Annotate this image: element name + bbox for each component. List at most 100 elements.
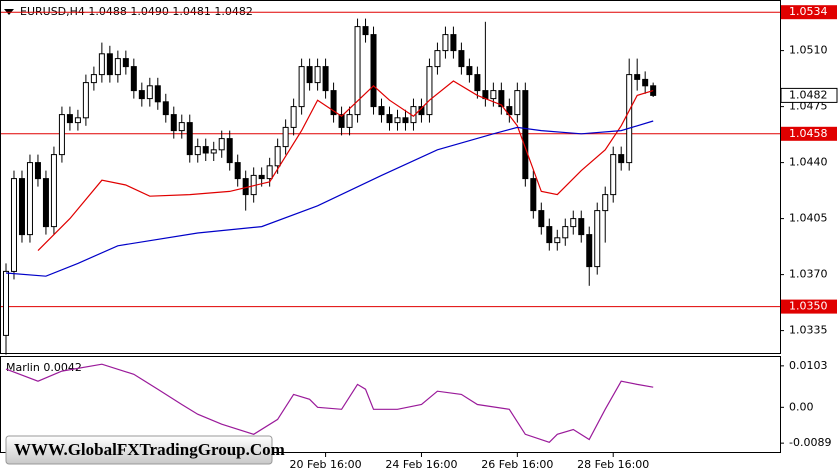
- candle-body: [186, 122, 193, 156]
- candle-body: [450, 34, 457, 52]
- candle-body: [226, 138, 233, 164]
- candle-body: [90, 74, 97, 84]
- candle-body: [314, 66, 321, 84]
- candle-body: [34, 162, 41, 180]
- candle-body: [82, 82, 89, 119]
- candle-body: [306, 66, 313, 84]
- candle-body: [26, 162, 33, 236]
- marks: 1.03351.03701.04051.04401.04751.05101.05…: [1, 5, 838, 471]
- candle-body: [370, 34, 377, 108]
- main-panel: [0, 0, 781, 354]
- current-price-tag: [780, 87, 838, 103]
- candle-body: [594, 210, 601, 268]
- candle-body: [514, 90, 521, 116]
- candle-body: [602, 194, 609, 212]
- moving-average: [37, 80, 654, 252]
- level-tag: [781, 299, 837, 314]
- candle-body: [362, 26, 369, 36]
- y-tick-label: 1.0510: [789, 44, 828, 57]
- candle-body: [138, 90, 145, 100]
- candle-body: [346, 114, 353, 128]
- candle-body: [642, 78, 649, 87]
- candle-body: [546, 226, 553, 244]
- candle-body: [210, 149, 217, 154]
- candle-body: [154, 85, 161, 103]
- candle-body: [130, 66, 137, 92]
- candle-body: [234, 162, 241, 180]
- candle-body: [122, 58, 129, 68]
- candle-body: [170, 114, 177, 132]
- candle-body: [618, 154, 625, 164]
- candle-body: [474, 74, 481, 92]
- chart-title: EURUSD,H4 1.0488 1.0490 1.0481 1.0482: [20, 5, 253, 18]
- level-label: 1.0534: [789, 5, 828, 18]
- candle-body: [298, 66, 305, 108]
- x-tick-label: 20 Feb 16:00: [289, 458, 361, 471]
- candle-body: [50, 154, 57, 228]
- current-price-label: 1.0482: [789, 88, 828, 101]
- indicator-title: Marlin 0.0042: [6, 361, 82, 374]
- indicator-line: [5, 363, 654, 443]
- candle-body: [290, 106, 297, 128]
- candle-body: [266, 165, 273, 180]
- y-tick-label: 1.0405: [789, 212, 828, 225]
- candle-body: [586, 234, 593, 268]
- candle-body: [74, 117, 81, 124]
- candle-body: [402, 117, 409, 124]
- candle-body: [354, 26, 361, 116]
- candle-body: [522, 90, 529, 180]
- candle-body: [162, 101, 169, 116]
- candle-body: [570, 218, 577, 228]
- candle-body: [378, 106, 385, 116]
- candle-body: [2, 270, 9, 336]
- candle-body: [538, 210, 545, 228]
- candle-body: [466, 66, 473, 76]
- candle-body: [178, 122, 185, 132]
- candle-body: [394, 117, 401, 124]
- level-label: 1.0350: [789, 300, 828, 313]
- candle-body: [386, 114, 393, 124]
- candle-body: [146, 85, 153, 100]
- level-tag: [781, 126, 837, 141]
- candle-body: [458, 50, 465, 68]
- candle-body: [66, 114, 73, 124]
- y-tick-label: -0.0089: [789, 436, 831, 449]
- candle-body: [530, 178, 537, 212]
- candle-body: [634, 74, 641, 80]
- candle-body: [442, 34, 449, 52]
- candle-body: [498, 90, 505, 108]
- level-tag: [781, 5, 837, 20]
- candle-body: [18, 178, 25, 236]
- y-tick-label: 1.0335: [789, 324, 828, 337]
- candle-body: [330, 90, 337, 116]
- candle-body: [554, 237, 561, 244]
- y-tick-label: 0.00: [789, 400, 814, 413]
- x-tick-label: 24 Feb 16:00: [385, 458, 457, 471]
- candle-body: [202, 146, 209, 154]
- candle-body: [218, 138, 225, 151]
- candle-body: [194, 146, 201, 156]
- y-tick-label: 1.0370: [789, 268, 828, 281]
- x-tick-label: 28 Feb 16:00: [577, 458, 649, 471]
- candle-body: [106, 53, 113, 76]
- candle-body: [98, 53, 105, 76]
- candle-body: [322, 66, 329, 92]
- candle-body: [258, 174, 265, 180]
- candle-body: [10, 178, 17, 272]
- candle-body: [626, 74, 633, 164]
- candle-body: [338, 114, 345, 128]
- candle-body: [434, 50, 441, 68]
- watermark: WWW.GlobalFXTradingGroup.Com: [14, 440, 285, 459]
- candle-body: [490, 90, 497, 100]
- candle-body: [274, 146, 281, 167]
- level-label: 1.0458: [789, 127, 828, 140]
- candle-body: [426, 66, 433, 116]
- moving-average: [5, 120, 654, 277]
- candle-body: [610, 154, 617, 196]
- candle-body: [114, 58, 121, 76]
- watermark-box: [5, 435, 273, 465]
- candle-body: [578, 218, 585, 236]
- x-tick-label: 26 Feb 16:00: [481, 458, 553, 471]
- candle-body: [42, 178, 49, 228]
